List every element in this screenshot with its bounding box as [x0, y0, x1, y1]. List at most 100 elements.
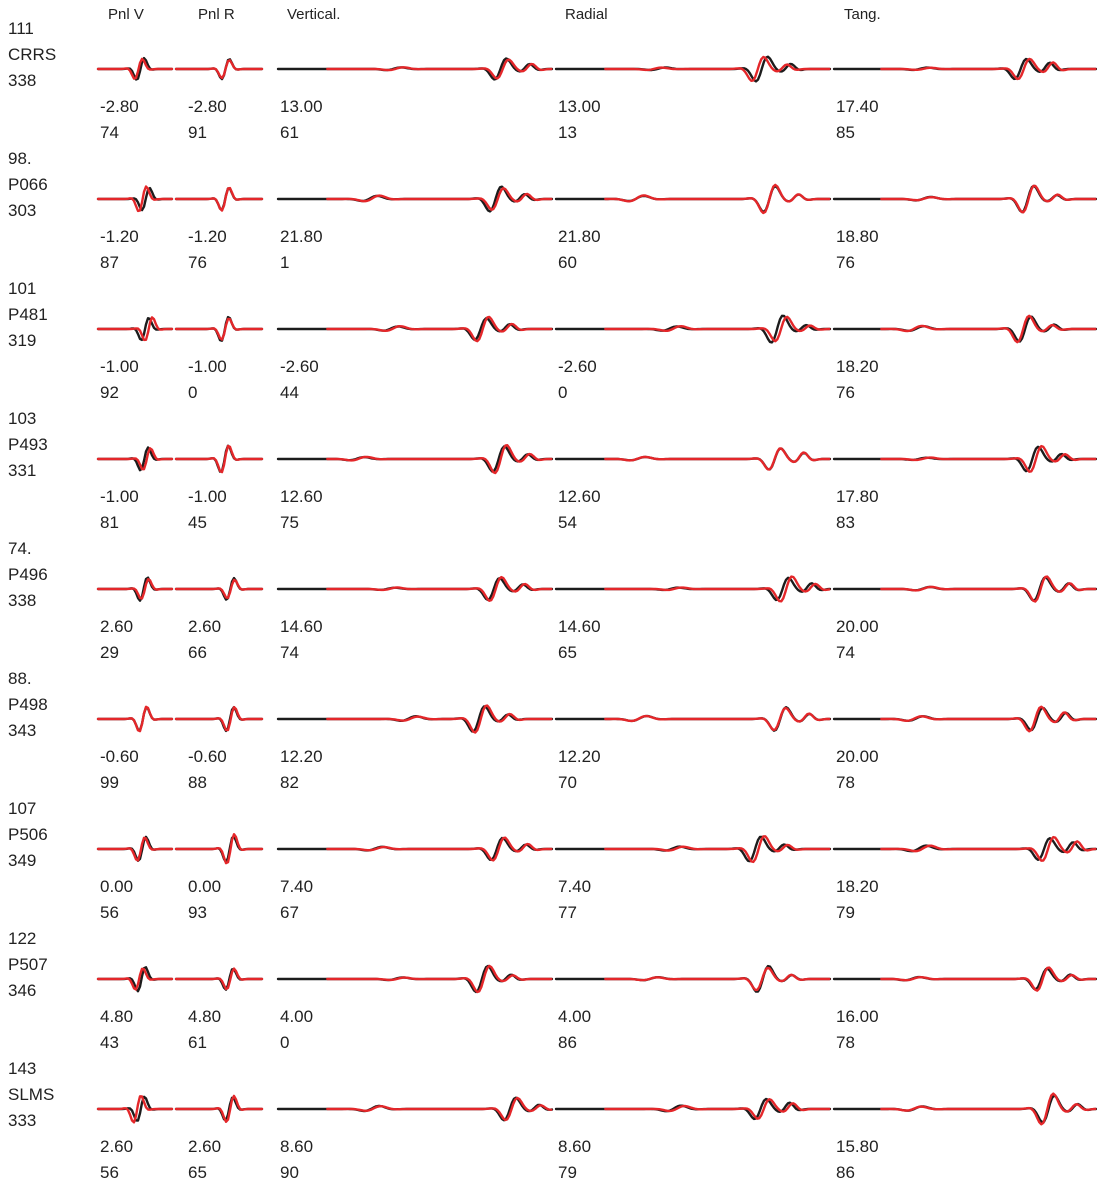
- time-shift-value: 2.60: [100, 617, 134, 636]
- time-shift-value: 4.00: [280, 1007, 314, 1026]
- synthetic-waveform: [880, 444, 1097, 473]
- station-row: 111 CRRS 338 -2.80 -2.80 13.00 13.00 17.40 74…: [0, 18, 1097, 148]
- time-shift-value: 0.00: [188, 877, 222, 896]
- time-shift-value: 20.00: [836, 747, 879, 766]
- correlation-value: 91: [188, 123, 207, 142]
- synthetic-waveform: [174, 1094, 264, 1123]
- correlation-value: 86: [836, 1163, 855, 1182]
- correlation-value: 75: [280, 513, 299, 532]
- correlation-value: 0: [558, 383, 568, 402]
- synthetic-waveform: [880, 966, 1097, 992]
- synthetic-waveform: [326, 964, 553, 994]
- correlation-value: 44: [280, 383, 299, 402]
- correlation-value: 82: [280, 773, 299, 792]
- synthetic-waveform: [604, 835, 831, 864]
- time-shift-value: -1.00: [188, 357, 227, 376]
- waveform-traces: [96, 55, 1097, 83]
- station-distance: 88.: [8, 669, 32, 688]
- synthetic-waveform: [96, 705, 174, 733]
- synthetic-waveform: [96, 185, 174, 213]
- station-azimuth: 303: [8, 201, 37, 220]
- station-distance: 111: [8, 19, 34, 38]
- correlation-value: 43: [100, 1033, 119, 1052]
- station-azimuth: 349: [8, 851, 37, 870]
- station-row: 103 P493 331 -1.00 -1.00 12.60 12.60 17.80 81…: [0, 408, 1097, 538]
- synthetic-waveform: [326, 575, 553, 602]
- synthetic-waveform: [880, 705, 1097, 733]
- synthetic-waveform: [174, 317, 264, 341]
- correlation-value: 0: [188, 383, 198, 402]
- correlation-value: 65: [558, 643, 577, 662]
- station-name: SLMS: [8, 1085, 55, 1104]
- waveform-traces: [96, 444, 1097, 475]
- time-shift-value: 18.20: [836, 357, 879, 376]
- station-name: P506: [8, 825, 48, 844]
- waveform-traces: [96, 314, 1097, 344]
- time-shift-value: -1.00: [100, 357, 139, 376]
- synthetic-waveform: [326, 58, 553, 80]
- correlation-value: 45: [188, 513, 207, 532]
- time-shift-value: 0.00: [100, 877, 134, 896]
- time-shift-value: 12.20: [280, 747, 323, 766]
- time-shift-value: 15.80: [836, 1137, 879, 1156]
- time-shift-value: 4.80: [100, 1007, 134, 1026]
- time-shift-value: -2.80: [100, 97, 139, 116]
- station-azimuth: 333: [8, 1111, 37, 1130]
- correlation-value: 90: [280, 1163, 299, 1182]
- correlation-value: 60: [558, 253, 577, 272]
- correlation-value: 56: [100, 1163, 119, 1182]
- station-distance: 98.: [8, 149, 32, 168]
- station-azimuth: 343: [8, 721, 37, 740]
- station-name: P066: [8, 175, 48, 194]
- synthetic-waveform: [174, 833, 264, 865]
- station-distance: 101: [8, 279, 37, 298]
- synthetic-waveform: [174, 444, 264, 474]
- correlation-value: 0: [280, 1033, 290, 1052]
- synthetic-waveform: [326, 704, 553, 734]
- station-name: P496: [8, 565, 48, 584]
- correlation-value: 86: [558, 1033, 577, 1052]
- synthetic-waveform: [604, 447, 831, 471]
- time-shift-value: 17.80: [836, 487, 879, 506]
- synthetic-waveform: [174, 186, 264, 212]
- correlation-value: 76: [836, 253, 855, 272]
- station-distance: 122: [8, 929, 37, 948]
- synthetic-waveform: [174, 59, 264, 80]
- station-distance: 103: [8, 409, 37, 428]
- time-shift-value: 8.60: [280, 1137, 314, 1156]
- waveform-traces: [96, 964, 1097, 994]
- time-shift-value: 13.00: [280, 97, 323, 116]
- synthetic-waveform: [604, 1098, 831, 1120]
- correlation-value: 78: [836, 1033, 855, 1052]
- synthetic-waveform: [880, 57, 1097, 81]
- correlation-value: 99: [100, 773, 119, 792]
- synthetic-waveform: [326, 836, 553, 862]
- time-shift-value: 21.80: [558, 227, 601, 246]
- synthetic-waveform: [174, 578, 264, 599]
- synthetic-waveform: [604, 55, 831, 82]
- synthetic-waveform: [604, 966, 831, 992]
- time-shift-value: 4.00: [558, 1007, 592, 1026]
- synthetic-waveform: [604, 183, 831, 215]
- correlation-value: 83: [836, 513, 855, 532]
- correlation-value: 85: [836, 123, 855, 142]
- correlation-value: 74: [280, 643, 299, 662]
- time-shift-value: 18.80: [836, 227, 879, 246]
- header-pnl-v: Pnl V: [108, 6, 144, 23]
- time-shift-value: 2.60: [100, 1137, 134, 1156]
- station-azimuth: 319: [8, 331, 37, 350]
- station-azimuth: 338: [8, 71, 37, 90]
- synthetic-waveform: [96, 447, 174, 471]
- correlation-value: 29: [100, 643, 119, 662]
- time-shift-value: 8.60: [558, 1137, 592, 1156]
- time-shift-value: -2.60: [558, 357, 597, 376]
- correlation-value: 1: [280, 253, 290, 272]
- station-distance: 143: [8, 1059, 37, 1078]
- time-shift-value: 12.60: [280, 487, 323, 506]
- header-tangential: Tang.: [844, 6, 881, 23]
- time-shift-value: 14.60: [280, 617, 323, 636]
- synthetic-waveform: [96, 57, 174, 80]
- time-shift-value: 2.60: [188, 617, 222, 636]
- time-shift-value: 21.80: [280, 227, 323, 246]
- synthetic-waveform: [880, 184, 1097, 214]
